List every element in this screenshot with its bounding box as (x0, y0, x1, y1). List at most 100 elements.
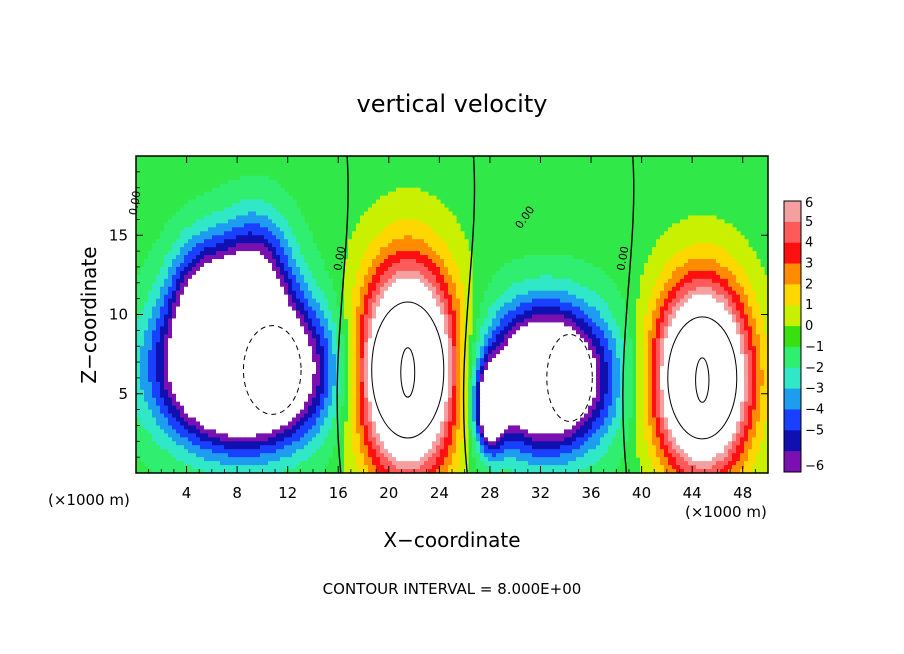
field-cell (396, 354, 401, 359)
field-cell (176, 235, 181, 240)
field-cell (428, 211, 433, 217)
field-cell (212, 350, 217, 355)
field-cell (488, 326, 493, 331)
field-cell (708, 231, 713, 236)
field-cell (360, 262, 365, 268)
field-cell (468, 322, 473, 327)
field-cell (272, 350, 277, 355)
field-cell (508, 310, 513, 316)
field-cell (568, 314, 573, 320)
field-cell (208, 243, 213, 248)
field-cell (260, 302, 265, 308)
field-cell (584, 338, 589, 343)
field-cell (552, 255, 557, 260)
field-cell (200, 251, 205, 256)
field-cell (736, 298, 741, 304)
field-cell (376, 231, 381, 236)
field-cell (456, 247, 461, 252)
field-cell (284, 330, 289, 335)
field-cell (228, 358, 233, 363)
field-cell (180, 346, 185, 351)
field-cell (612, 306, 617, 312)
field-cell (212, 223, 217, 228)
field-cell (144, 262, 149, 268)
field-cell (252, 231, 257, 236)
field-cell (748, 330, 753, 335)
field-cell (164, 227, 169, 232)
field-cell (380, 255, 385, 260)
field-cell (356, 255, 361, 260)
field-cell (368, 255, 373, 260)
field-cell (676, 266, 681, 272)
field-cell (452, 231, 457, 236)
field-cell (436, 278, 441, 284)
field-cell (540, 338, 545, 343)
field-cell (160, 286, 165, 292)
field-cell (316, 310, 321, 316)
field-cell (404, 262, 409, 268)
field-cell (552, 278, 557, 284)
field-cell (664, 247, 669, 252)
field-cell (408, 318, 413, 324)
field-cell (460, 286, 465, 292)
field-cell (228, 207, 233, 213)
field-cell (504, 286, 509, 292)
field-cell (700, 290, 705, 296)
field-cell (160, 334, 165, 339)
field-cell (500, 290, 505, 296)
field-cell (200, 310, 205, 316)
field-cell (676, 227, 681, 232)
field-cell (676, 294, 681, 300)
field-cell (588, 290, 593, 296)
field-cell (380, 207, 385, 213)
field-cell (684, 314, 689, 320)
field-cell (400, 318, 405, 324)
field-cell (564, 334, 569, 339)
field-cell (716, 306, 721, 312)
field-cell (496, 350, 501, 355)
field-cell (360, 354, 365, 359)
field-cell (536, 286, 541, 292)
field-cell (292, 346, 297, 351)
field-cell (292, 243, 297, 248)
field-cell (536, 354, 541, 359)
field-cell (168, 231, 173, 236)
field-cell (376, 346, 381, 351)
field-cell (164, 251, 169, 256)
field-cell (232, 187, 237, 193)
field-cell (708, 298, 713, 304)
field-cell (624, 330, 629, 335)
field-cell (712, 247, 717, 252)
field-cell (560, 298, 565, 304)
field-cell (712, 251, 717, 256)
field-cell (388, 259, 393, 264)
field-cell (220, 294, 225, 300)
field-cell (472, 342, 477, 347)
field-cell (332, 342, 337, 347)
field-cell (256, 274, 261, 280)
field-cell (176, 259, 181, 264)
field-cell (364, 294, 369, 300)
field-cell (272, 322, 277, 327)
field-cell (316, 298, 321, 304)
field-cell (548, 282, 553, 288)
field-cell (404, 187, 409, 193)
field-cell (488, 346, 493, 351)
field-cell (312, 330, 317, 335)
field-cell (156, 290, 161, 296)
field-cell (204, 314, 209, 320)
field-cell (144, 358, 149, 363)
field-cell (288, 318, 293, 324)
field-cell (552, 318, 557, 324)
field-cell (640, 294, 645, 300)
field-cell (208, 278, 213, 284)
field-cell (608, 354, 613, 359)
field-cell (620, 314, 625, 320)
field-cell (276, 298, 281, 304)
field-cell (380, 342, 385, 347)
field-cell (240, 286, 245, 292)
field-cell (368, 247, 373, 252)
field-cell (616, 310, 621, 316)
field-cell (196, 243, 201, 248)
field-cell (712, 314, 717, 320)
